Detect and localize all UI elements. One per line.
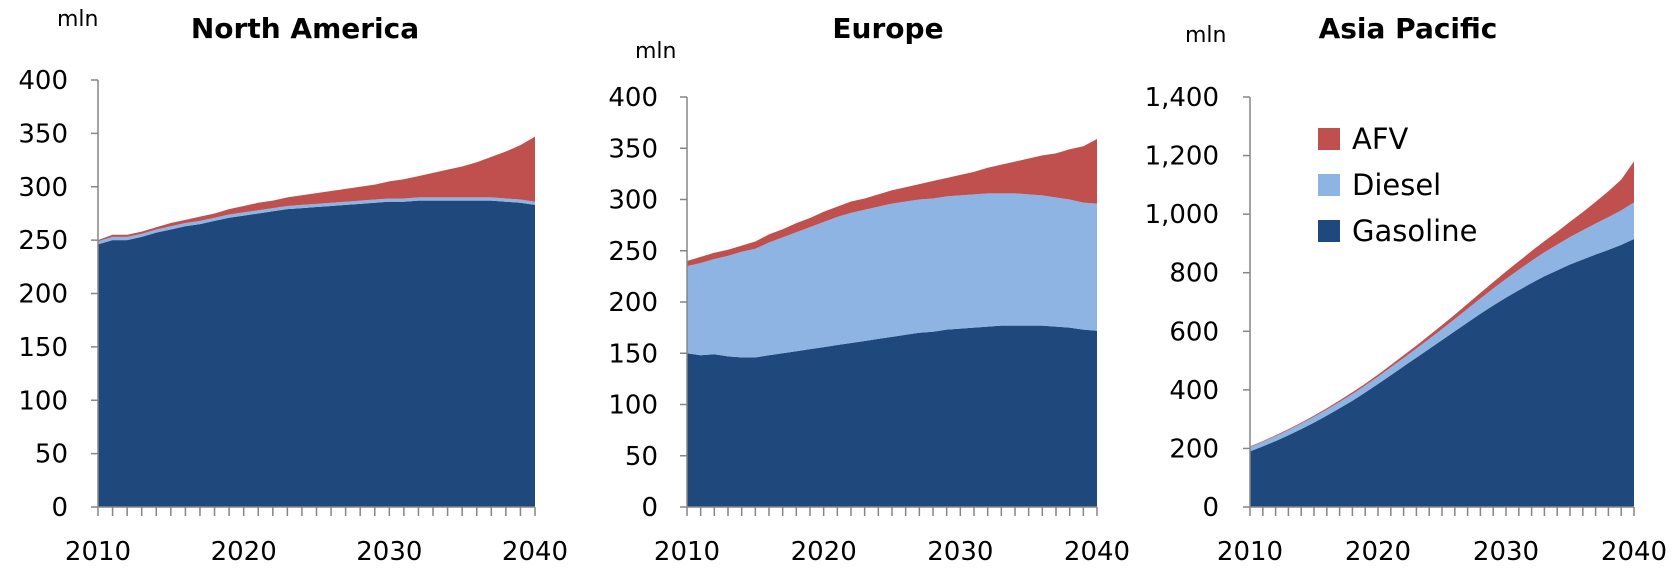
x-tick-label: 2040 (502, 537, 568, 567)
y-tick-label: 1,200 (1145, 142, 1219, 172)
x-tick-label: 2020 (1345, 537, 1411, 567)
area-afv (687, 139, 1097, 267)
y-tick-label: 200 (1169, 434, 1219, 464)
area-gasoline (98, 200, 535, 507)
y-tick-label: 200 (608, 288, 658, 318)
y-tick-label: 0 (51, 493, 68, 523)
y-axis-unit-label: mln (635, 39, 677, 64)
y-tick-label: 400 (608, 83, 658, 113)
area-diesel (687, 193, 1097, 358)
y-tick-label: 250 (608, 237, 658, 267)
area-afv (98, 136, 535, 242)
y-tick-label: 400 (1169, 376, 1219, 406)
y-tick-label: 1,400 (1145, 83, 1219, 113)
y-tick-label: 150 (608, 339, 658, 369)
x-tick-label: 2020 (791, 537, 857, 567)
y-tick-label: 350 (18, 119, 68, 149)
x-tick-label: 2020 (211, 537, 277, 567)
x-tick-label: 2010 (65, 537, 131, 567)
y-tick-label: 300 (18, 173, 68, 203)
y-tick-label: 150 (18, 333, 68, 363)
chart-asia-pacific: 0 200 400 600 800 1,000 1,200 1,400 2010 2020 2030… (1145, 12, 1668, 567)
y-tick-label: 300 (608, 186, 658, 216)
x-tick-label: 2040 (1601, 537, 1667, 567)
y-tick-label: 800 (1169, 259, 1219, 289)
y-tick-label: 0 (1202, 493, 1219, 523)
y-tick-label: 350 (608, 134, 658, 164)
y-tick-label: 250 (18, 226, 68, 256)
legend-swatch-gasoline (1318, 220, 1340, 242)
y-axis-unit-label: mln (1185, 23, 1227, 48)
chart-title: Europe (832, 12, 943, 45)
y-tick-label: 100 (18, 386, 68, 416)
legend-label-gasoline: Gasoline (1352, 214, 1477, 248)
y-tick-label: 50 (625, 442, 658, 472)
x-tick-label: 2040 (1064, 537, 1130, 567)
area-gasoline (1250, 239, 1634, 508)
chart-north-america: 0 50 100 150 200 250 300 350 400 2010 2020 2030 2040… (18, 7, 568, 567)
area-diesel (98, 197, 535, 245)
chart-europe: 0 50 100 150 200 250 300 350 400 2010 2020 2030 2040… (608, 12, 1130, 567)
y-axis-unit-label: mln (57, 7, 99, 32)
y-tick-label: 0 (641, 493, 658, 523)
x-tick-label: 2030 (356, 537, 422, 567)
chart-title: Asia Pacific (1319, 12, 1498, 45)
area-gasoline (687, 325, 1097, 507)
chart-title: North America (191, 12, 419, 45)
y-tick-label: 600 (1169, 317, 1219, 347)
y-tick-label: 50 (35, 440, 68, 470)
y-tick-label: 400 (18, 66, 68, 96)
x-tick-label: 2010 (654, 537, 720, 567)
area-diesel (1250, 202, 1634, 452)
y-tick-label: 200 (18, 280, 68, 310)
legend-swatch-diesel (1318, 174, 1340, 196)
legend: AFV Diesel Gasoline (1318, 122, 1477, 248)
legend-swatch-afv (1318, 128, 1340, 150)
y-tick-label: 1,000 (1145, 200, 1219, 230)
x-tick-label: 2010 (1217, 537, 1283, 567)
legend-label-afv: AFV (1352, 122, 1409, 156)
x-tick-label: 2030 (927, 537, 993, 567)
x-tick-label: 2030 (1473, 537, 1539, 567)
legend-label-diesel: Diesel (1352, 168, 1441, 202)
y-tick-label: 100 (608, 391, 658, 421)
